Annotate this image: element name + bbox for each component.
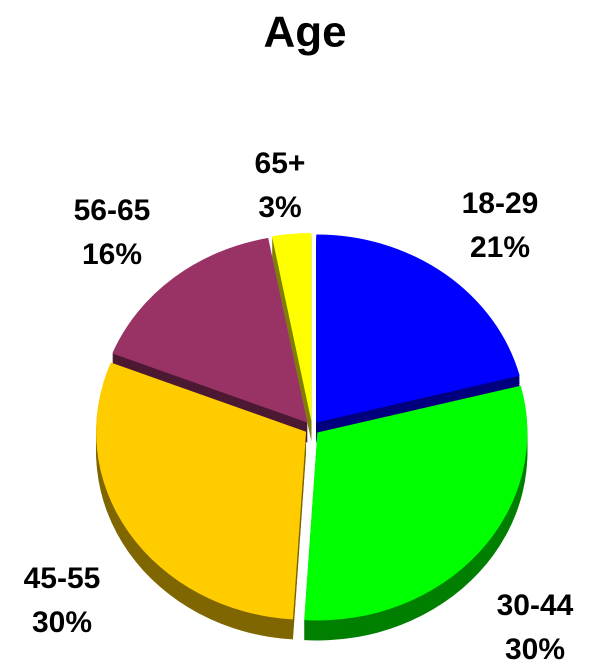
slice-value-label: 30% <box>32 606 92 639</box>
slice <box>96 362 307 620</box>
slice <box>112 237 308 423</box>
slice-label: 65+ <box>255 147 306 180</box>
slice-value-label: 16% <box>82 238 142 271</box>
slice <box>316 234 520 423</box>
slice <box>304 385 528 621</box>
chart-title: Age <box>263 8 346 57</box>
slice-value-label: 21% <box>470 231 530 264</box>
slice-label: 45-55 <box>24 562 101 595</box>
slice-value-label: 3% <box>258 191 301 224</box>
slice-label: 18-29 <box>462 187 539 220</box>
slice-label: 56-65 <box>74 194 151 227</box>
slice-label: 30-44 <box>497 589 574 622</box>
slice <box>271 233 312 422</box>
slice-value-label: 30% <box>505 633 565 666</box>
